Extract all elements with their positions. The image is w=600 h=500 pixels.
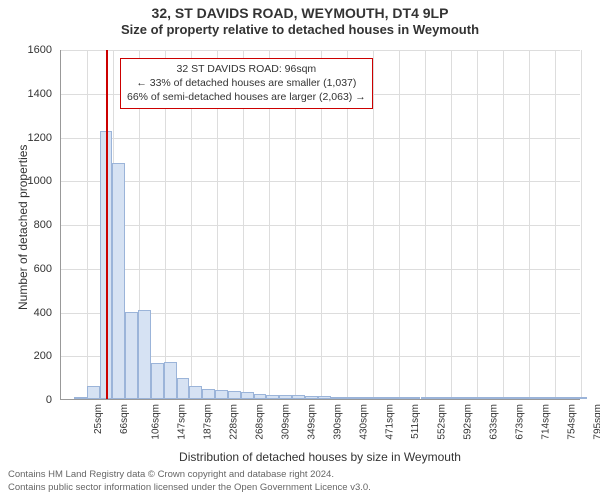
histogram-bar [459, 397, 472, 399]
histogram-bar [74, 397, 87, 399]
y-tick-label: 0 [12, 394, 52, 406]
histogram-bar [562, 397, 575, 399]
x-tick-label: 430sqm [359, 404, 370, 440]
x-tick-label: 471sqm [385, 404, 396, 440]
chart-title: 32, ST DAVIDS ROAD, WEYMOUTH, DT4 9LP Si… [0, 0, 600, 39]
histogram-bar [151, 363, 164, 399]
x-axis-label: Distribution of detached houses by size … [60, 450, 580, 464]
x-tick-label: 106sqm [151, 404, 162, 440]
histogram-bar [498, 397, 511, 399]
histogram-bar [266, 395, 279, 399]
y-tick-label: 1000 [12, 175, 52, 187]
x-tick-label: 268sqm [255, 404, 266, 440]
histogram-bar [536, 397, 549, 399]
x-tick-label: 390sqm [333, 404, 344, 440]
x-tick-label: 673sqm [515, 404, 526, 440]
x-tick-label: 714sqm [541, 404, 552, 440]
histogram-bar [202, 389, 215, 399]
x-tick-label: 552sqm [437, 404, 448, 440]
annotation-line-1: 32 ST DAVIDS ROAD: 96sqm [127, 62, 366, 76]
gridline-v [87, 50, 88, 399]
annotation-box: 32 ST DAVIDS ROAD: 96sqm ← 33% of detach… [120, 58, 373, 109]
annotation-line-3: 66% of semi-detached houses are larger (… [127, 90, 366, 104]
gridline-v [451, 50, 452, 399]
x-tick-label: 511sqm [410, 404, 421, 439]
histogram-bar [395, 397, 408, 399]
gridline-v [555, 50, 556, 399]
histogram-bar [112, 163, 125, 399]
gridline-v [399, 50, 400, 399]
chart-container: 32, ST DAVIDS ROAD, WEYMOUTH, DT4 9LP Si… [0, 0, 600, 500]
gridline-v [581, 50, 582, 399]
reference-line [106, 50, 108, 399]
x-ticks: 25sqm 66sqm 106sqm 147sqm 187sqm 228sqm 268sqm… [60, 402, 580, 452]
x-tick-label: 25sqm [93, 404, 104, 434]
x-tick-label: 228sqm [229, 404, 240, 440]
title-line-1: 32, ST DAVIDS ROAD, WEYMOUTH, DT4 9LP [0, 4, 600, 22]
histogram-bar [305, 396, 318, 399]
gridline-v [529, 50, 530, 399]
histogram-bar [549, 397, 562, 399]
histogram-bar [421, 397, 434, 399]
histogram-bar [510, 397, 523, 399]
histogram-bar [189, 386, 202, 399]
y-ticks: 02004006008001000120014001600 [0, 50, 56, 400]
y-tick-label: 600 [12, 263, 52, 275]
x-tick-label: 795sqm [593, 404, 600, 440]
histogram-bar [408, 397, 421, 399]
x-tick-label: 592sqm [463, 404, 474, 440]
x-tick-label: 633sqm [489, 404, 500, 440]
histogram-bar [318, 396, 331, 399]
histogram-bar [575, 397, 588, 399]
histogram-bar [382, 397, 395, 399]
histogram-bar [343, 397, 356, 399]
y-tick-label: 200 [12, 350, 52, 362]
x-tick-label: 66sqm [119, 404, 130, 434]
histogram-bar [164, 362, 177, 399]
histogram-bar [215, 390, 228, 399]
plot-area: 32 ST DAVIDS ROAD: 96sqm ← 33% of detach… [60, 50, 580, 400]
y-tick-label: 1200 [12, 132, 52, 144]
y-tick-label: 400 [12, 307, 52, 319]
annotation-line-2: ← 33% of detached houses are smaller (1,… [127, 76, 366, 90]
histogram-bar [523, 397, 536, 399]
x-tick-label: 754sqm [567, 404, 578, 440]
title-line-2: Size of property relative to detached ho… [0, 22, 600, 39]
footer-line-2: Contains public sector information licen… [8, 482, 371, 494]
histogram-bar [485, 397, 498, 399]
x-tick-label: 349sqm [307, 404, 318, 440]
histogram-bar [331, 397, 344, 399]
histogram-bar [228, 391, 241, 399]
histogram-bar [138, 310, 151, 399]
histogram-bar [472, 397, 485, 399]
footer: Contains HM Land Registry data © Crown c… [8, 469, 371, 494]
histogram-bar [292, 395, 305, 399]
x-tick-label: 147sqm [177, 404, 188, 440]
footer-line-1: Contains HM Land Registry data © Crown c… [8, 469, 371, 481]
histogram-bar [279, 395, 292, 399]
histogram-bar [446, 397, 459, 399]
y-tick-label: 800 [12, 219, 52, 231]
gridline-v [503, 50, 504, 399]
histogram-bar [241, 392, 254, 399]
histogram-bar [254, 394, 267, 399]
histogram-bar [177, 378, 190, 399]
histogram-bar [369, 397, 382, 399]
gridline-v [425, 50, 426, 399]
x-tick-label: 309sqm [281, 404, 292, 440]
histogram-bar [125, 312, 138, 400]
gridline-v [477, 50, 478, 399]
x-tick-label: 187sqm [203, 404, 214, 440]
histogram-bar [87, 386, 100, 399]
histogram-bar [433, 397, 446, 399]
gridline-v [373, 50, 374, 399]
y-tick-label: 1400 [12, 88, 52, 100]
histogram-bar [356, 397, 369, 399]
y-tick-label: 1600 [12, 44, 52, 56]
